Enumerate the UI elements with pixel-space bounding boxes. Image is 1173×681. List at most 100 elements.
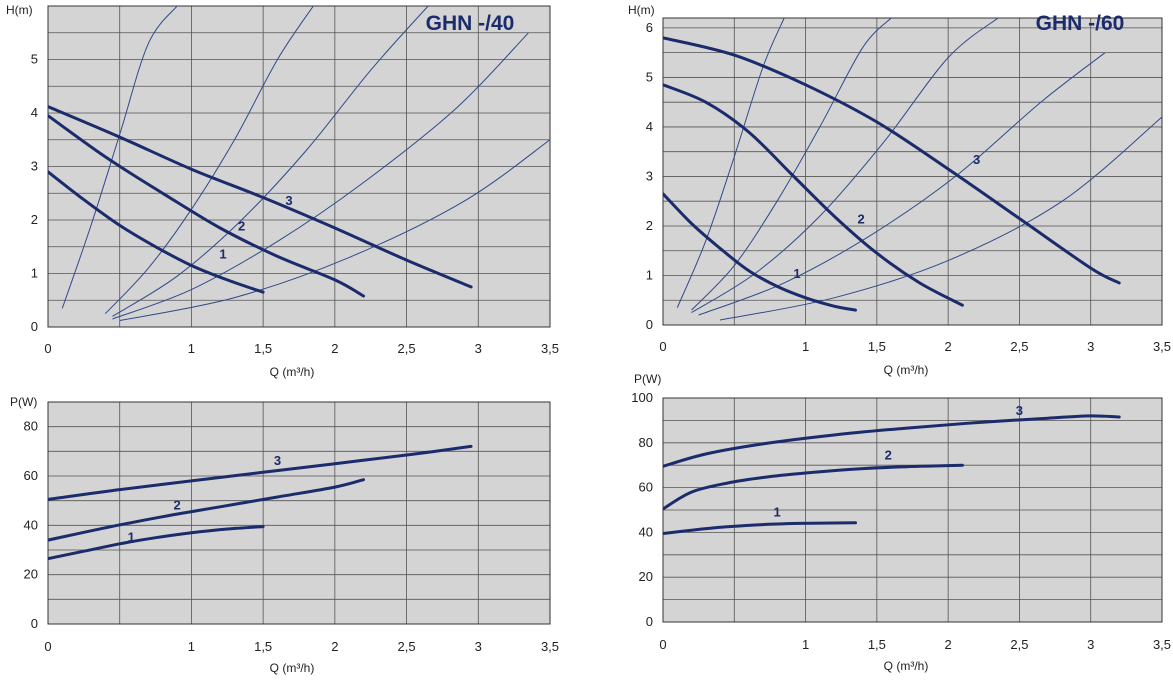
series-line-2 bbox=[663, 463, 964, 511]
y-tick-label: 20 bbox=[24, 567, 38, 582]
curve-label: 1 bbox=[219, 247, 226, 262]
head-chart-ghn-60: 1 2 3 0 1 1,5 2 2,5 3 3,5 0 1 2 3 4 5 6 H(m) Q (m³/h) GHN -… bbox=[628, 3, 1171, 377]
y-tick-label: 0 bbox=[31, 616, 38, 631]
x-tick-label: 3 bbox=[475, 341, 482, 356]
x-tick-label: 0 bbox=[44, 341, 51, 356]
curve-label: 2 bbox=[858, 211, 865, 226]
system-curve bbox=[61, 6, 178, 309]
x-tick-label: 2,5 bbox=[1010, 637, 1028, 652]
curve-label: 2 bbox=[885, 448, 892, 463]
curve-label: 3 bbox=[973, 152, 980, 167]
x-tick-label: 1,5 bbox=[254, 639, 272, 654]
curve-label: 3 bbox=[1016, 403, 1023, 418]
series-line-3 bbox=[48, 105, 473, 289]
curve-label: 1 bbox=[128, 529, 135, 544]
x-tick-label: 0 bbox=[659, 339, 666, 354]
system-curve bbox=[119, 139, 550, 322]
system-curve bbox=[676, 18, 785, 308]
y-axis-label: P(W) bbox=[10, 395, 37, 409]
pump-curves bbox=[663, 36, 1121, 312]
series-line-2 bbox=[48, 478, 365, 542]
series-line-1 bbox=[663, 521, 857, 535]
y-tick-label: 100 bbox=[631, 390, 653, 405]
series-line-1 bbox=[48, 170, 265, 294]
plot-frame bbox=[662, 17, 1163, 326]
x-tick-label: 0 bbox=[44, 639, 51, 654]
y-axis-label: H(m) bbox=[6, 3, 33, 17]
y-tick-label: 1 bbox=[646, 267, 653, 282]
system-curve bbox=[105, 6, 314, 314]
x-tick-label: 2 bbox=[945, 637, 952, 652]
grid bbox=[663, 18, 1162, 326]
y-tick-label: 4 bbox=[31, 105, 38, 120]
series-line-3 bbox=[663, 36, 1121, 285]
system-curve bbox=[719, 116, 1162, 321]
y-tick-label: 80 bbox=[24, 419, 38, 434]
chart-title: GHN -/60 bbox=[1036, 12, 1125, 35]
y-tick-label: 5 bbox=[646, 69, 653, 84]
pump-curves bbox=[663, 414, 1121, 535]
x-tick-label: 2 bbox=[331, 639, 338, 654]
y-tick-label: 40 bbox=[24, 517, 38, 532]
x-axis-label: Q (m³/h) bbox=[270, 365, 315, 379]
x-tick-label: 2,5 bbox=[398, 639, 416, 654]
x-tick-label: 3 bbox=[1087, 637, 1094, 652]
x-tick-label: 2 bbox=[945, 339, 952, 354]
x-tick-label: 1,5 bbox=[868, 637, 886, 652]
x-tick-label: 3,5 bbox=[541, 639, 559, 654]
y-tick-label: 0 bbox=[646, 614, 653, 629]
power-chart-ghn-40: 1 2 3 0 1 1,5 2 2,5 3 3,5 0 20 40 60 80 P(W) Q (m³/h) bbox=[10, 395, 559, 675]
series-line-2 bbox=[48, 114, 365, 298]
x-tick-label: 1 bbox=[802, 339, 809, 354]
x-tick-label: 1 bbox=[188, 639, 195, 654]
x-tick-label: 1 bbox=[188, 341, 195, 356]
curve-label: 1 bbox=[773, 505, 780, 520]
chart-title: GHN -/40 bbox=[426, 12, 515, 35]
y-tick-label: 3 bbox=[646, 168, 653, 183]
x-tick-label: 2 bbox=[331, 341, 338, 356]
power-chart-ghn-60: 1 2 3 0 1 1,5 2 2,5 3 3,5 0 20 40 60 80 100 P(W) Q (m³/h) bbox=[631, 372, 1171, 673]
y-tick-label: 80 bbox=[639, 435, 653, 450]
y-tick-label: 1 bbox=[31, 266, 38, 281]
x-tick-label: 3,5 bbox=[541, 341, 559, 356]
curve-label: 2 bbox=[173, 497, 180, 512]
x-axis-label: Q (m³/h) bbox=[884, 363, 929, 377]
grid bbox=[48, 5, 550, 328]
y-axis-label: P(W) bbox=[634, 372, 661, 386]
y-tick-label: 2 bbox=[31, 212, 38, 227]
curve-label: 2 bbox=[238, 219, 245, 234]
x-tick-label: 3,5 bbox=[1153, 637, 1171, 652]
system-curves bbox=[61, 6, 550, 322]
x-tick-label: 1 bbox=[802, 637, 809, 652]
y-tick-label: 2 bbox=[646, 218, 653, 233]
x-tick-label: 2,5 bbox=[398, 341, 416, 356]
series-line-1 bbox=[48, 525, 265, 561]
x-axis-label: Q (m³/h) bbox=[270, 661, 315, 675]
plot-frame bbox=[47, 401, 551, 625]
plot-area bbox=[48, 402, 550, 624]
curve-label: 3 bbox=[285, 193, 292, 208]
y-tick-label: 4 bbox=[646, 119, 653, 134]
system-curve bbox=[112, 6, 429, 317]
system-curve bbox=[691, 18, 892, 311]
y-tick-label: 20 bbox=[639, 569, 653, 584]
series-line-3 bbox=[663, 414, 1121, 468]
y-tick-label: 0 bbox=[646, 317, 653, 332]
x-tick-label: 0 bbox=[659, 637, 666, 652]
y-tick-label: 40 bbox=[639, 524, 653, 539]
plot-frame bbox=[47, 5, 551, 328]
y-tick-label: 5 bbox=[31, 52, 38, 67]
system-curve bbox=[112, 32, 529, 320]
y-axis-label: H(m) bbox=[628, 3, 655, 17]
series-line-1 bbox=[663, 192, 857, 312]
y-tick-label: 60 bbox=[639, 480, 653, 495]
x-axis-label: Q (m³/h) bbox=[884, 659, 929, 673]
series-line-3 bbox=[48, 444, 473, 501]
series-line-2 bbox=[663, 83, 964, 307]
y-tick-label: 3 bbox=[31, 159, 38, 174]
pump-curves bbox=[48, 105, 473, 298]
x-tick-label: 3,5 bbox=[1153, 339, 1171, 354]
y-tick-label: 0 bbox=[31, 319, 38, 334]
